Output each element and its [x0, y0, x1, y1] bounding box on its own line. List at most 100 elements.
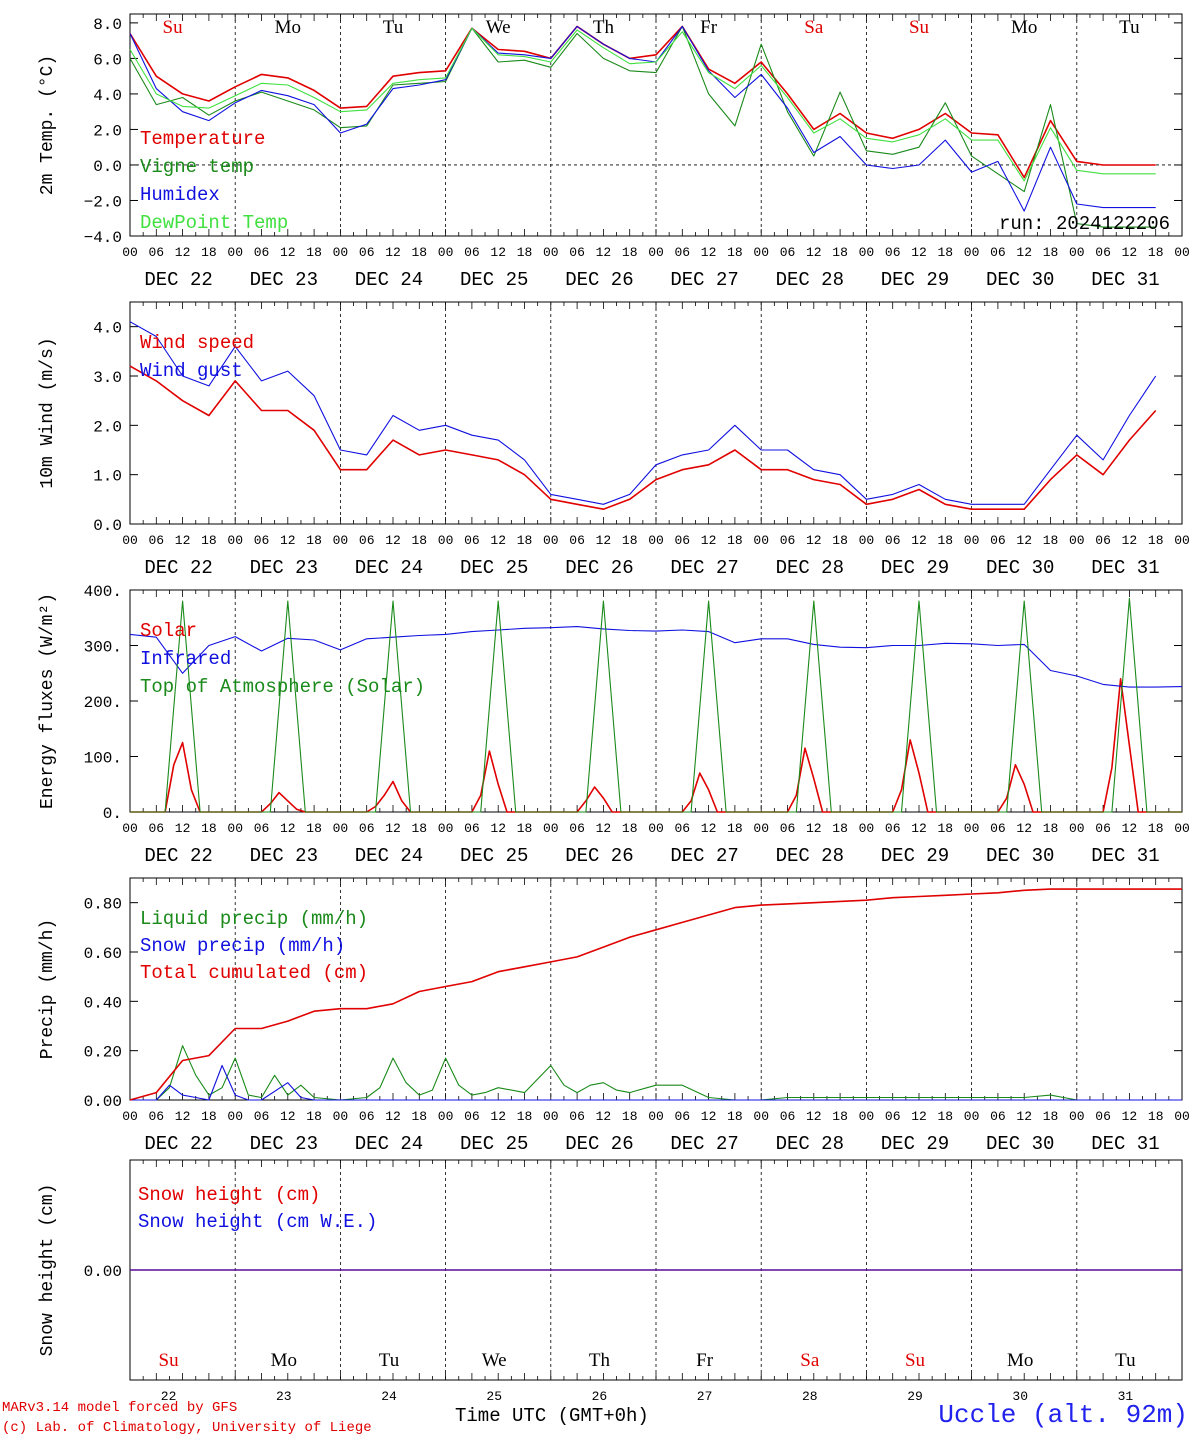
hour-tick-label: 06: [254, 533, 270, 548]
hour-tick-label: 12: [385, 245, 401, 260]
date-label: DEC 24: [355, 557, 423, 579]
day-number-label: 24: [381, 1389, 397, 1404]
legend-entry: Wind gust: [140, 360, 243, 382]
series-line-temperature: [129, 25, 1156, 179]
hour-tick-label: 18: [201, 245, 217, 260]
hour-tick-label: 00: [122, 533, 138, 548]
date-label: DEC 27: [670, 845, 738, 867]
weekday-label-bottom: Mo: [1007, 1350, 1033, 1371]
hour-tick-label: 12: [1016, 1109, 1032, 1124]
hour-tick-label: 00: [438, 533, 454, 548]
hour-tick-label: 12: [596, 1109, 612, 1124]
hour-tick-label: 12: [175, 821, 191, 836]
hour-tick-label: 18: [306, 821, 322, 836]
hour-tick-label: 06: [990, 1109, 1006, 1124]
hour-tick-label: 06: [254, 821, 270, 836]
hour-tick-label: 18: [411, 245, 427, 260]
hour-tick-label: 06: [674, 533, 690, 548]
hour-tick-label: 00: [333, 245, 349, 260]
hour-tick-label: 06: [885, 533, 901, 548]
y-tick-label: 0.80: [84, 896, 122, 914]
hour-tick-label: 18: [411, 1109, 427, 1124]
y-tick-label: 200.: [84, 694, 122, 712]
y-tick-label: 0.00: [84, 1263, 122, 1281]
hour-tick-label: 00: [1069, 533, 1085, 548]
hour-tick-label: 12: [596, 533, 612, 548]
hour-tick-label: 00: [859, 1109, 875, 1124]
hour-tick-label: 18: [306, 245, 322, 260]
hour-tick-label: 12: [175, 533, 191, 548]
hour-tick-label: 00: [333, 1109, 349, 1124]
legend-entry: Solar: [140, 620, 197, 642]
hour-tick-label: 18: [1043, 821, 1059, 836]
hour-tick-label: 06: [990, 821, 1006, 836]
hour-tick-label: 00: [648, 245, 664, 260]
hour-tick-label: 18: [937, 821, 953, 836]
hour-tick-label: 18: [517, 533, 533, 548]
hour-tick-label: 06: [674, 821, 690, 836]
hour-tick-label: 06: [464, 533, 480, 548]
y-tick-label: 1.0: [93, 468, 122, 486]
hour-tick-label: 06: [569, 821, 585, 836]
date-label: DEC 23: [250, 845, 318, 867]
hour-tick-label: 00: [1069, 821, 1085, 836]
hour-tick-label: 06: [780, 1109, 796, 1124]
date-label: DEC 27: [670, 269, 738, 291]
legend-entry: DewPoint Temp: [140, 212, 288, 234]
hour-tick-label: 00: [438, 1109, 454, 1124]
hour-tick-label: 00: [753, 1109, 769, 1124]
hour-tick-label: 00: [543, 1109, 559, 1124]
weekday-label-bottom: Su: [905, 1350, 926, 1371]
hour-tick-label: 06: [1095, 1109, 1111, 1124]
credit-line-2: (c) Lab. of Climatology, University of L…: [2, 1420, 372, 1436]
hour-tick-label: 00: [859, 245, 875, 260]
hour-tick-label: 06: [148, 1109, 164, 1124]
hour-tick-label: 12: [175, 245, 191, 260]
date-label: DEC 24: [355, 269, 423, 291]
y-tick-label: 400.: [84, 583, 122, 601]
hour-tick-label: 12: [701, 533, 717, 548]
hour-tick-label: 06: [569, 533, 585, 548]
hour-tick-label: 12: [701, 245, 717, 260]
hour-tick-label: 12: [911, 245, 927, 260]
day-number-label: 26: [592, 1389, 608, 1404]
hour-tick-label: 12: [280, 245, 296, 260]
hour-tick-label: 00: [648, 1109, 664, 1124]
y-axis-label: 2m Temp. (°C): [38, 55, 58, 195]
hour-tick-label: 00: [333, 533, 349, 548]
y-tick-label: 6.0: [93, 51, 122, 69]
date-label: DEC 31: [1091, 1133, 1159, 1155]
y-tick-label: −4.0: [84, 229, 122, 247]
station-label: Uccle (alt. 92m): [938, 1400, 1188, 1430]
hour-tick-label: 12: [385, 821, 401, 836]
date-label: DEC 25: [460, 557, 528, 579]
hour-tick-label: 18: [832, 245, 848, 260]
hour-tick-label: 06: [674, 1109, 690, 1124]
hour-tick-label: 18: [937, 245, 953, 260]
hour-tick-label: 12: [280, 821, 296, 836]
y-tick-label: 300.: [84, 639, 122, 657]
hour-tick-label: 18: [306, 1109, 322, 1124]
y-tick-label: 0.: [103, 805, 122, 823]
date-label: DEC 28: [776, 1133, 844, 1155]
date-label: DEC 27: [670, 557, 738, 579]
hour-tick-label: 00: [333, 821, 349, 836]
hour-tick-label: 00: [227, 821, 243, 836]
date-label: DEC 29: [881, 557, 949, 579]
legend-entry: Total cumulated (cm): [140, 962, 368, 984]
hour-tick-label: 18: [622, 533, 638, 548]
hour-tick-label: 00: [122, 245, 138, 260]
legend-entry: Infrared: [140, 648, 231, 670]
run-label: run: 2024122206: [999, 213, 1170, 235]
weekday-label-top: Tu: [1119, 17, 1140, 38]
hour-tick-label: 06: [148, 245, 164, 260]
panel-1: 8.0 6.0 4.0 2.0 0.0 −2.0 −4.0 2m Temp. (°C) Temp…: [38, 13, 1190, 291]
hour-tick-label: 18: [937, 533, 953, 548]
weekday-label-top: Th: [593, 17, 615, 38]
date-label: DEC 22: [144, 845, 212, 867]
date-label: DEC 25: [460, 1133, 528, 1155]
y-tick-label: 0.0: [93, 517, 122, 535]
y-tick-label: 0.0: [93, 158, 122, 176]
hour-tick-label: 12: [1016, 533, 1032, 548]
